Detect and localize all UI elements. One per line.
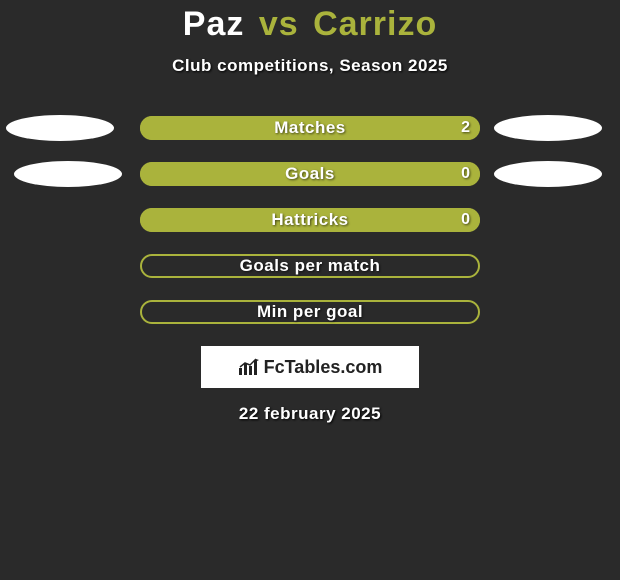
stat-row: Hattricks 0 [0,208,620,232]
stat-row: Goals 0 [0,162,620,186]
bar-label: Min per goal [257,302,363,322]
left-ellipse [14,161,122,187]
stats-card: Paz vs Carrizo Club competitions, Season… [0,0,620,424]
logo-box: FcTables.com [201,346,419,388]
bar-label: Hattricks [271,210,348,230]
stat-row: Goals per match [0,254,620,278]
bar-value: 2 [461,119,470,137]
logo-text: FcTables.com [264,357,383,378]
stat-bar: Goals 0 [140,162,480,186]
left-ellipse [6,115,114,141]
bar-label: Goals per match [240,256,381,276]
player1-name: Paz [183,5,245,43]
subtitle: Club competitions, Season 2025 [172,56,448,76]
date-label: 22 february 2025 [239,404,381,424]
logo-chart-icon [238,358,260,376]
right-ellipse [494,115,602,141]
stat-bar: Hattricks 0 [140,208,480,232]
stat-bar: Min per goal [140,300,480,324]
stat-row: Matches 2 [0,116,620,140]
bar-label: Goals [285,164,335,184]
stat-row: Min per goal [0,300,620,324]
page-title: Paz vs Carrizo [183,5,437,44]
stat-bar: Goals per match [140,254,480,278]
bar-label: Matches [274,118,346,138]
vs-separator: vs [259,5,299,43]
bar-value: 0 [461,165,470,183]
player2-name: Carrizo [313,5,437,43]
right-ellipse [494,161,602,187]
bar-value: 0 [461,211,470,229]
stat-rows: Matches 2 Goals 0 Hattricks 0 Goals per match M… [0,116,620,324]
stat-bar: Matches 2 [140,116,480,140]
